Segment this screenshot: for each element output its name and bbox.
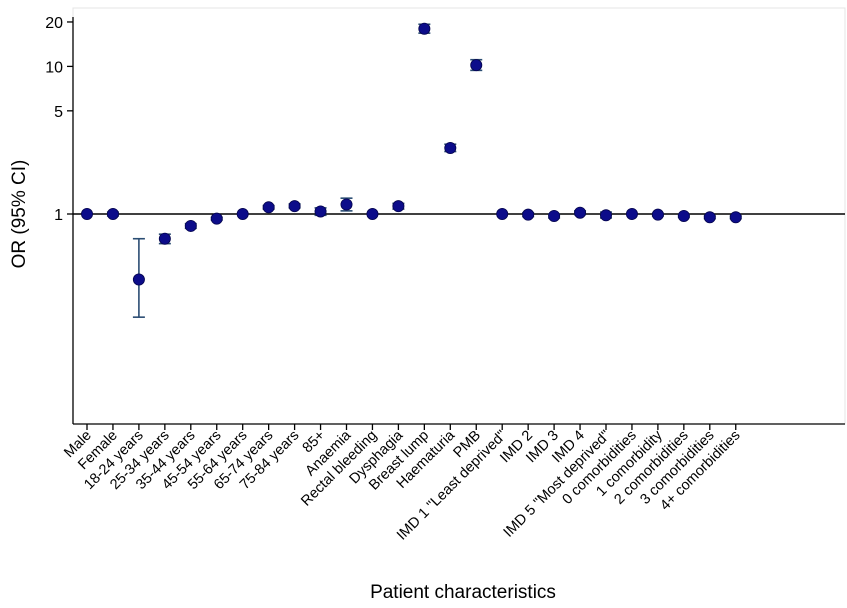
data-point	[392, 200, 405, 213]
data-point	[548, 209, 561, 222]
point-estimates	[81, 22, 742, 286]
data-point	[470, 59, 483, 72]
data-point	[366, 207, 379, 220]
data-point	[496, 207, 509, 220]
data-point	[262, 201, 275, 214]
data-point	[288, 200, 301, 213]
y-tick-label: 1	[54, 207, 63, 224]
data-point	[703, 211, 716, 224]
plot-area	[72, 7, 846, 425]
data-point	[210, 212, 223, 225]
data-point	[184, 219, 197, 232]
data-point	[314, 205, 327, 218]
x-axis-title: Patient characteristics	[370, 582, 556, 603]
data-point	[340, 198, 353, 211]
data-point	[677, 209, 690, 222]
data-point	[729, 211, 742, 224]
data-point	[522, 208, 535, 221]
y-tick-label: 20	[45, 15, 63, 32]
data-point	[625, 207, 638, 220]
data-point	[600, 209, 613, 222]
data-point	[158, 232, 171, 245]
data-point	[418, 22, 431, 35]
data-point	[574, 206, 587, 219]
y-tick-label: 10	[45, 59, 63, 76]
data-point	[651, 208, 664, 221]
y-axis: 1 5 10 20	[45, 15, 74, 424]
data-point	[81, 207, 94, 220]
y-axis-title: OR (95% CI)	[9, 160, 30, 269]
data-point	[236, 207, 249, 220]
y-tick-label: 5	[54, 104, 63, 121]
data-point	[106, 207, 119, 220]
x-axis	[73, 423, 845, 430]
data-point	[132, 273, 145, 286]
plot-frame	[72, 7, 846, 425]
data-point	[444, 141, 457, 154]
